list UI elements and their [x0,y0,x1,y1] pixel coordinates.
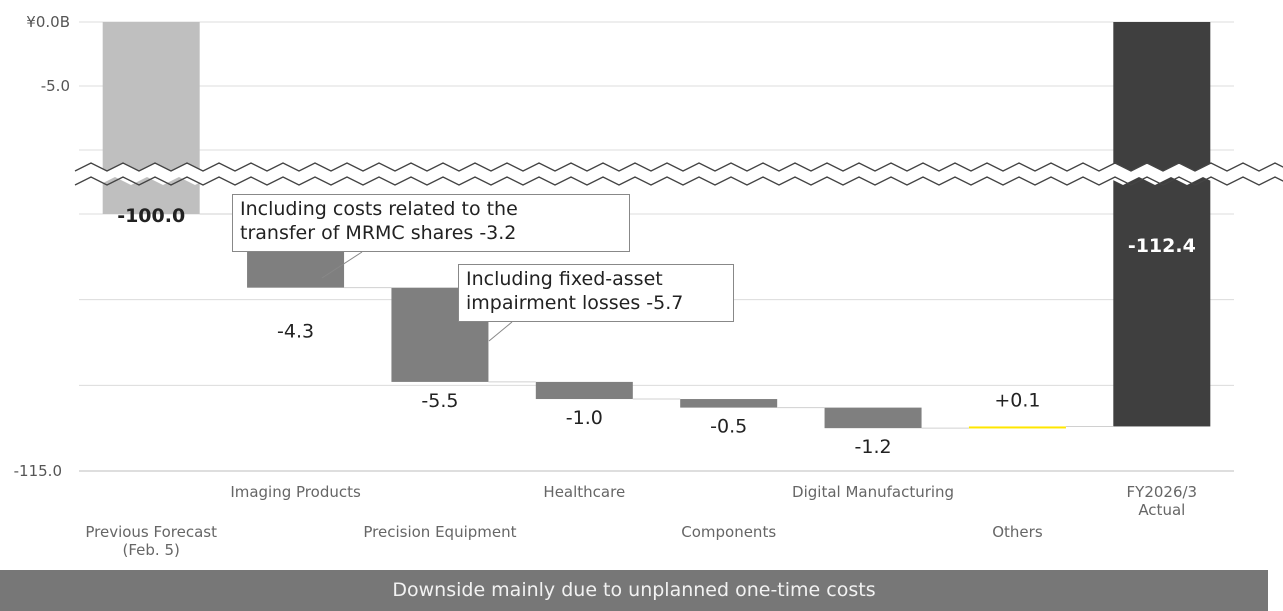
y-tick-label: ¥0.0B [26,13,70,31]
category-label: (Feb. 5) [123,541,180,559]
waterfall-bar [824,407,922,429]
annotation-line: impairment losses -5.7 [466,292,684,314]
axis-break-line [74,176,1283,186]
waterfall-bar [1113,22,1211,427]
category-label: Previous Forecast [85,523,217,541]
annotation-line: transfer of MRMC shares -3.2 [240,222,517,244]
waterfall-bar [102,22,200,214]
data-label: -1.2 [855,436,892,458]
annotation-leader [488,321,513,342]
data-label: -112.4 [1128,235,1196,257]
category-label: FY2026/3 [1127,483,1198,501]
annotation-leader [321,251,363,279]
category-label: Precision Equipment [363,523,516,541]
category-label: Components [681,523,776,541]
data-label: -5.5 [421,390,458,412]
annotation-impairment-losses: Including fixed-asset impairment losses … [458,264,734,322]
data-label: -0.5 [710,416,747,438]
annotation-line: Including costs related to the [240,198,518,220]
axis-break-band [67,163,1283,185]
axis-break-line [74,162,1283,172]
category-label: Others [992,523,1043,541]
annotation-line: Including fixed-asset [466,268,663,290]
waterfall-bar [680,399,778,408]
category-label: Actual [1138,501,1185,519]
y-tick-label: -5.0 [41,77,70,95]
data-label: -100.0 [117,205,185,227]
summary-banner: Downside mainly due to unplanned one-tim… [0,570,1268,611]
y-tick-label: -115.0 [14,462,62,480]
category-label: Digital Manufacturing [792,483,954,501]
waterfall-bar [535,381,633,400]
data-label: +0.1 [994,389,1040,411]
annotation-mrmc-costs: Including costs related to the transfer … [232,194,630,252]
category-label: Imaging Products [230,483,361,501]
category-label: Healthcare [543,483,625,501]
data-label: -4.3 [277,321,314,343]
data-label: -1.0 [566,407,603,429]
waterfall-bar [968,426,1066,429]
